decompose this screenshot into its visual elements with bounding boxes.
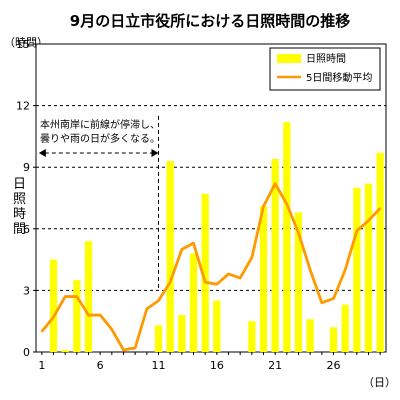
legend-label-line: 5日間移動平均: [306, 71, 372, 84]
x-tick-label: 11: [152, 359, 166, 372]
bar: [178, 315, 186, 352]
line-point: [134, 347, 136, 349]
line-point: [356, 230, 358, 232]
bar: [213, 300, 221, 352]
bar: [329, 327, 338, 352]
bar: [353, 187, 361, 352]
annotation-arrowhead-left: [38, 149, 46, 157]
line-point: [332, 297, 335, 300]
x-unit-label: （日）: [363, 376, 396, 389]
line-point: [204, 281, 206, 283]
bar: [283, 122, 291, 352]
line-point: [76, 295, 78, 298]
line-point: [297, 232, 300, 234]
bar: [271, 158, 279, 352]
line-point: [274, 182, 276, 185]
bar: [376, 152, 384, 352]
y-axis-label-char: 時: [13, 207, 26, 222]
line-point: [192, 242, 195, 244]
bar: [84, 241, 93, 352]
line-point: [181, 248, 183, 251]
bar: [294, 212, 303, 352]
line-point: [227, 273, 230, 275]
bar: [49, 259, 58, 352]
line-point: [321, 301, 323, 304]
bar: [154, 325, 163, 352]
bar: [306, 319, 314, 352]
line-point: [367, 219, 370, 222]
grid-lines: [36, 105, 386, 291]
line-point: [146, 308, 148, 310]
x-tick-label: 21: [268, 359, 282, 372]
x-tick-label: 1: [38, 359, 45, 372]
y-axis: 0 3 6 9 12 15: [16, 38, 36, 359]
y-tick-label: 6: [23, 223, 30, 236]
annotation: 本州南岸に前線が停滞し、 曇りや雨の日が多くなる。: [38, 115, 160, 291]
line-point: [239, 277, 241, 279]
line-point: [157, 299, 160, 302]
legend-swatch-bar: [277, 54, 301, 63]
bar: [166, 161, 174, 352]
annotation-line-2: 曇りや雨の日が多くなる。: [40, 132, 160, 145]
y-tick-label: 15: [16, 38, 30, 51]
line-point: [111, 328, 113, 331]
line-point: [251, 256, 253, 259]
annotation-line-1: 本州南岸に前線が停滞し、: [40, 118, 160, 131]
line-point: [262, 205, 265, 208]
line-point: [309, 269, 311, 271]
y-axis-label-char: 日: [13, 177, 26, 192]
y-tick-label: 9: [23, 161, 30, 174]
chart-title: 9月の日立市役所における日照時間の推移: [70, 12, 350, 30]
bar: [364, 183, 373, 352]
y-axis-label: 日 照 時 間: [13, 177, 26, 237]
x-tick-label: 26: [327, 359, 341, 372]
line-point: [286, 203, 288, 205]
y-tick-label: 3: [23, 284, 30, 297]
line-point: [216, 283, 218, 286]
bar: [341, 304, 349, 352]
bar: [201, 193, 209, 352]
x-tick-label: 6: [97, 359, 104, 372]
x-tick-label: 16: [210, 359, 224, 372]
legend: 日照時間 5日間移動平均: [269, 47, 381, 91]
bar: [259, 206, 268, 352]
bar: [248, 321, 256, 352]
line-point: [169, 281, 171, 283]
bar-series: [49, 122, 384, 352]
legend-label-bar: 日照時間: [306, 53, 346, 65]
line-point: [87, 314, 90, 316]
line-point: [52, 316, 55, 318]
bar: [73, 280, 81, 352]
y-axis-label-char: 照: [13, 192, 26, 207]
y-tick-label: 0: [23, 346, 30, 359]
line-point: [379, 207, 381, 210]
y-tick-label: 12: [16, 100, 30, 113]
annotation-arrowhead-right: [151, 149, 159, 157]
line-point: [99, 314, 101, 316]
y-axis-label-char: 間: [13, 222, 26, 237]
line-series: [40, 182, 382, 352]
moving-average-line: [40, 182, 382, 352]
line-point: [122, 349, 125, 351]
bar: [61, 349, 69, 352]
line-point: [41, 330, 43, 333]
x-axis: 1 6 11 16 21 26: [38, 352, 381, 372]
line-point: [344, 269, 346, 271]
bar: [189, 253, 198, 352]
line-point: [64, 295, 66, 298]
